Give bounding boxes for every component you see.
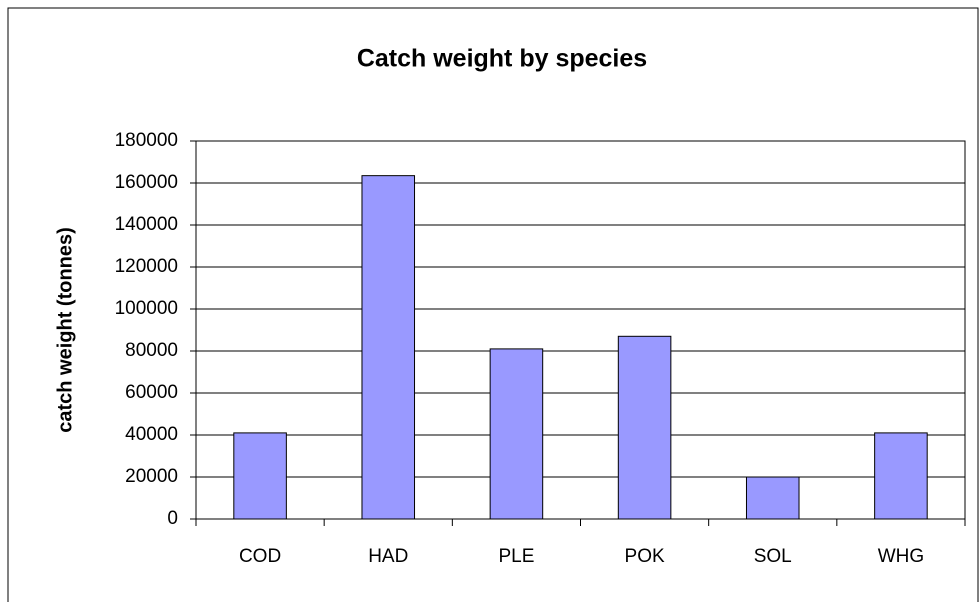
y-tick-label: 20000 xyxy=(125,466,178,487)
x-tick-label: POK xyxy=(625,546,665,567)
y-tick-label: 160000 xyxy=(115,172,178,193)
chart-title: Catch weight by species xyxy=(357,45,647,73)
x-tick-label: WHG xyxy=(878,546,924,567)
bar xyxy=(874,432,928,520)
bar xyxy=(489,348,544,520)
chart-frame xyxy=(7,7,979,602)
y-tick-label: 100000 xyxy=(115,298,178,319)
y-tick-label: 40000 xyxy=(125,424,178,445)
y-axis-label: catch weight (tonnes) xyxy=(54,227,76,433)
bar xyxy=(617,335,672,520)
x-tick-label: SOL xyxy=(754,546,792,567)
x-tick-label: COD xyxy=(239,546,281,567)
y-tick-label: 0 xyxy=(167,508,178,529)
y-tick-label: 80000 xyxy=(125,340,178,361)
y-tick-label: 180000 xyxy=(115,130,178,151)
bar xyxy=(361,175,416,520)
x-tick-label: PLE xyxy=(498,546,534,567)
bar xyxy=(745,476,800,520)
y-tick-label: 120000 xyxy=(115,256,178,277)
y-tick-label: 140000 xyxy=(115,214,178,235)
x-tick-label: HAD xyxy=(368,546,408,567)
bar xyxy=(233,432,287,520)
plot-area xyxy=(195,140,966,520)
y-tick-label: 60000 xyxy=(125,382,178,403)
